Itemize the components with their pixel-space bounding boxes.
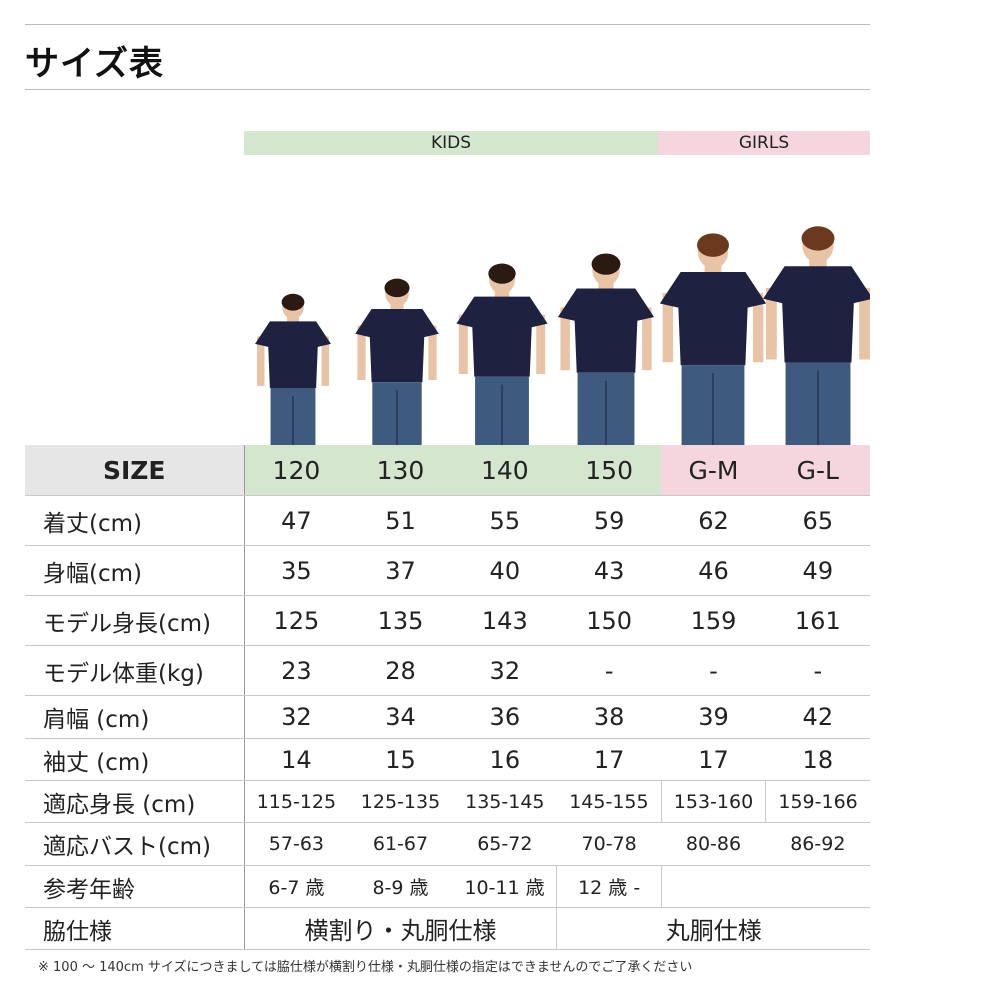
cell-value: 51 <box>348 495 453 546</box>
cell-value: 43 <box>556 545 662 596</box>
model-photos <box>255 226 870 445</box>
row-label: 適応バスト(cm) <box>25 822 245 866</box>
table-row: 適応身長 (cm) 115-125 125-135 135-145 145-155 153… <box>25 780 870 823</box>
kids-group-header: KIDS <box>244 131 658 155</box>
table-row: 袖丈 (cm) 14 15 16 17 17 18 <box>25 738 870 781</box>
cell-value: 86-92 <box>765 822 870 866</box>
cell-value: 40 <box>452 545 557 596</box>
model-figure <box>557 253 655 445</box>
row-label: モデル身長(cm) <box>25 595 245 646</box>
table-row: モデル体重(kg) 23 28 32- - - <box>25 645 870 696</box>
cell-value: 42 <box>765 695 870 739</box>
cell-value: - <box>765 645 870 696</box>
cell-value: 34 <box>348 695 453 739</box>
cell-value: 37 <box>348 545 453 596</box>
cell-value: 18 <box>765 738 870 781</box>
table-row: 着丈(cm) 47 51 55 59 62 65 <box>25 495 870 546</box>
cell-value: 70-78 <box>556 822 662 866</box>
row-label: 袖丈 (cm) <box>25 738 245 781</box>
cell-value: 125-135 <box>348 780 453 823</box>
title-rule <box>25 89 870 90</box>
footnote: ※ 100 〜 140cm サイズにつきましては脇仕様が横割り仕様・丸胴仕様の指… <box>38 960 693 975</box>
size-130: 130 <box>348 445 453 496</box>
cell-value: - <box>556 645 662 696</box>
cell-value: 23 <box>244 645 349 696</box>
size-label: SIZE <box>25 445 245 496</box>
cell-value: 153-160 <box>660 780 766 823</box>
model-figure <box>355 278 439 445</box>
cell-value: 161 <box>765 595 870 646</box>
cell-value: 28 <box>348 645 453 696</box>
cell-value: 55 <box>452 495 557 546</box>
cell-value: 32 <box>244 695 349 739</box>
cell-value: 65 <box>765 495 870 546</box>
size-g-m: G-M <box>661 445 766 496</box>
cell-value: 8-9 歳 <box>348 865 453 908</box>
cell-value: 57-63 <box>244 822 349 866</box>
cell-value: 135 <box>348 595 453 646</box>
cell-value: 143 <box>452 595 557 646</box>
table-row: 適応バスト(cm) 57-63 61-67 65-72 70-78 80-86 86-92 <box>25 822 870 866</box>
row-label: 適応身長 (cm) <box>25 780 245 823</box>
row-label: 肩幅 (cm) <box>25 695 245 739</box>
table-row: 身幅(cm) 35 37 40 43 46 49 <box>25 545 870 596</box>
row-label: 身幅(cm) <box>25 545 245 596</box>
cell-value <box>660 865 870 908</box>
cell-value: 159 <box>661 595 766 646</box>
cell-value: 145-155 <box>556 780 662 823</box>
size-140: 140 <box>452 445 557 496</box>
cell-value: 80-86 <box>661 822 766 866</box>
cell-value: 15 <box>348 738 453 781</box>
girls-group-header: GIRLS <box>658 131 870 155</box>
row-label: 参考年齢 <box>25 865 245 908</box>
cell-value: 36 <box>452 695 557 739</box>
cell-value: 150 <box>556 595 662 646</box>
cell-value: 38 <box>556 695 662 739</box>
cell-value: 135-145 <box>452 780 557 823</box>
cell-value: - <box>661 645 766 696</box>
cell-value: 丸胴仕様 <box>556 907 870 950</box>
table-row: 肩幅 (cm) 32 34 36 38 39 42 <box>25 695 870 739</box>
cell-value: 62 <box>661 495 766 546</box>
cell-value: 35 <box>244 545 349 596</box>
cell-value: 49 <box>765 545 870 596</box>
model-figure <box>456 263 548 445</box>
cell-value: 39 <box>661 695 766 739</box>
cell-value: 6-7 歳 <box>244 865 349 908</box>
cell-value: 17 <box>661 738 766 781</box>
cell-value: 65-72 <box>452 822 557 866</box>
cell-value: 47 <box>244 495 349 546</box>
cell-value: 横割り・丸胴仕様 <box>244 907 557 950</box>
top-rule <box>25 24 870 25</box>
cell-value: 14 <box>244 738 349 781</box>
cell-value: 10-11 歳 <box>452 865 557 908</box>
page-title: サイズ表 <box>25 44 164 84</box>
model-figure <box>763 226 870 445</box>
row-label: モデル体重(kg) <box>25 645 245 696</box>
size-150: 150 <box>556 445 662 496</box>
cell-value: 61-67 <box>348 822 453 866</box>
model-figure <box>659 233 767 445</box>
model-figure <box>255 293 331 445</box>
size-header-row: SIZE 120 130 140 150 G-M G-L <box>25 445 870 496</box>
row-label: 着丈(cm) <box>25 495 245 546</box>
size-g-l: G-L <box>765 445 870 496</box>
table-row: 参考年齢 6-7 歳 8-9 歳 10-11 歳 12 歳 - <box>25 865 870 908</box>
cell-value: 159-166 <box>765 780 870 823</box>
table-row: 脇仕様 横割り・丸胴仕様 丸胴仕様 <box>25 907 870 950</box>
table-row: モデル身長(cm) 125 135 143 150 159 161 <box>25 595 870 646</box>
cell-value: 32 <box>452 645 557 696</box>
cell-value: 16 <box>452 738 557 781</box>
size-table: SIZE 120 130 140 150 G-M G-L 着丈(cm) 47 51 55 59 62 65… <box>25 445 870 950</box>
cell-value: 115-125 <box>244 780 349 823</box>
cell-value: 17 <box>556 738 662 781</box>
size-120: 120 <box>244 445 349 496</box>
cell-value: 125 <box>244 595 349 646</box>
cell-value: 46 <box>661 545 766 596</box>
row-label: 脇仕様 <box>25 907 245 950</box>
cell-value: 12 歳 - <box>556 865 662 908</box>
cell-value: 59 <box>556 495 662 546</box>
